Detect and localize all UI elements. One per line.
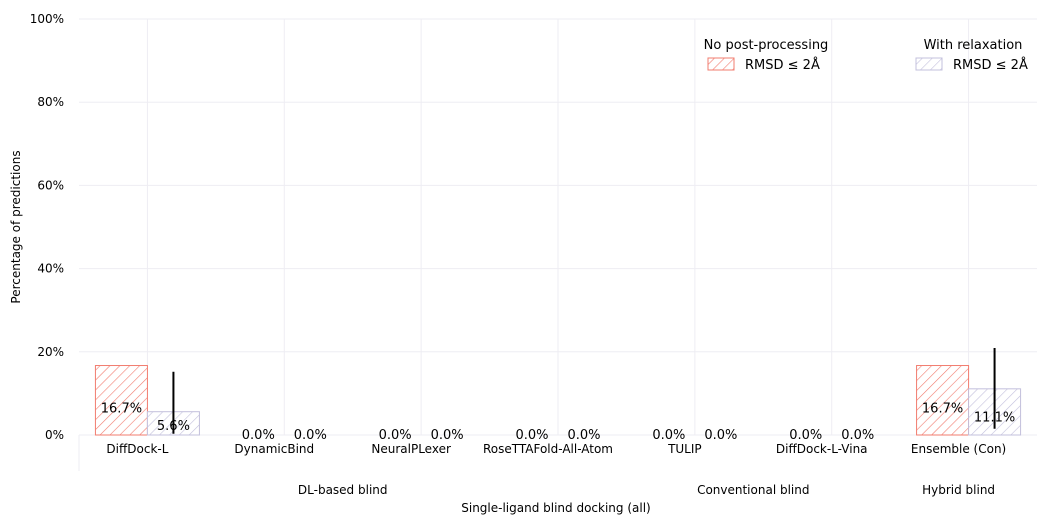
x-tick-label: RoseTTAFold-All-Atom [483, 442, 613, 456]
data-label: 0.0% [652, 428, 685, 443]
x-tick-label: DynamicBind [234, 442, 314, 456]
data-label: 0.0% [431, 428, 464, 443]
grid-lines [79, 18, 1037, 436]
data-label: 0.0% [789, 428, 822, 443]
y-tick-label: 20% [37, 345, 64, 359]
y-tick-label: 40% [37, 262, 64, 276]
group-labels: DL-based blind Conventional blind Hybrid b… [298, 483, 995, 497]
data-label: 0.0% [841, 428, 874, 443]
data-label: 5.6% [157, 419, 190, 434]
x-tick-label: DiffDock-L [106, 442, 168, 456]
bar-labels: 16.7% 0.0% 0.0% 0.0% 0.0% 0.0% 16.7% 5.6% 0.0% 0.… [101, 402, 1015, 443]
legend-group-with-relaxation: With relaxation RMSD ≤ 2Å [915, 38, 1028, 73]
data-label: 0.0% [704, 428, 737, 443]
legend: No post-processing RMSD ≤ 2Å With relaxa… [704, 38, 1028, 73]
group-label: DL-based blind [298, 483, 388, 497]
legend-swatch [707, 57, 735, 71]
data-label: 0.0% [242, 428, 275, 443]
x-tick-label: TULIP [667, 442, 702, 456]
data-label: 11.1% [974, 410, 1015, 425]
y-axis: 0% 20% 40% 60% 80% 100% [30, 12, 80, 471]
legend-swatch [915, 57, 943, 71]
data-label: 16.7% [101, 402, 142, 417]
x-axis-label: Single-ligand blind docking (all) [461, 501, 650, 515]
y-axis-label: Percentage of predictions [9, 150, 23, 303]
y-tick-label: 60% [37, 178, 64, 192]
legend-label: RMSD ≤ 2Å [745, 57, 820, 73]
x-tick-label: NeuralPLexer [371, 442, 451, 456]
legend-group-no-post-processing: No post-processing RMSD ≤ 2Å [704, 38, 829, 73]
data-label: 16.7% [922, 402, 963, 417]
legend-title: With relaxation [924, 38, 1023, 53]
y-tick-label: 80% [37, 95, 64, 109]
bar [94, 365, 148, 436]
x-tick-label: Ensemble (Con) [911, 442, 1006, 456]
y-tick-label: 100% [30, 12, 64, 26]
y-tick-label: 0% [45, 428, 64, 442]
legend-title: No post-processing [704, 38, 829, 53]
data-label: 0.0% [379, 428, 412, 443]
legend-label: RMSD ≤ 2Å [953, 57, 1028, 73]
data-label: 0.0% [294, 428, 327, 443]
data-label: 0.0% [567, 428, 600, 443]
bars [94, 348, 1022, 436]
group-label: Conventional blind [697, 483, 809, 497]
bar [916, 365, 970, 436]
data-label: 0.0% [515, 428, 548, 443]
group-label: Hybrid blind [922, 483, 995, 497]
x-axis: DiffDock-L DynamicBind NeuralPLexer RoseTTA… [106, 442, 1006, 456]
x-tick-label: DiffDock-L-Vina [776, 442, 868, 456]
